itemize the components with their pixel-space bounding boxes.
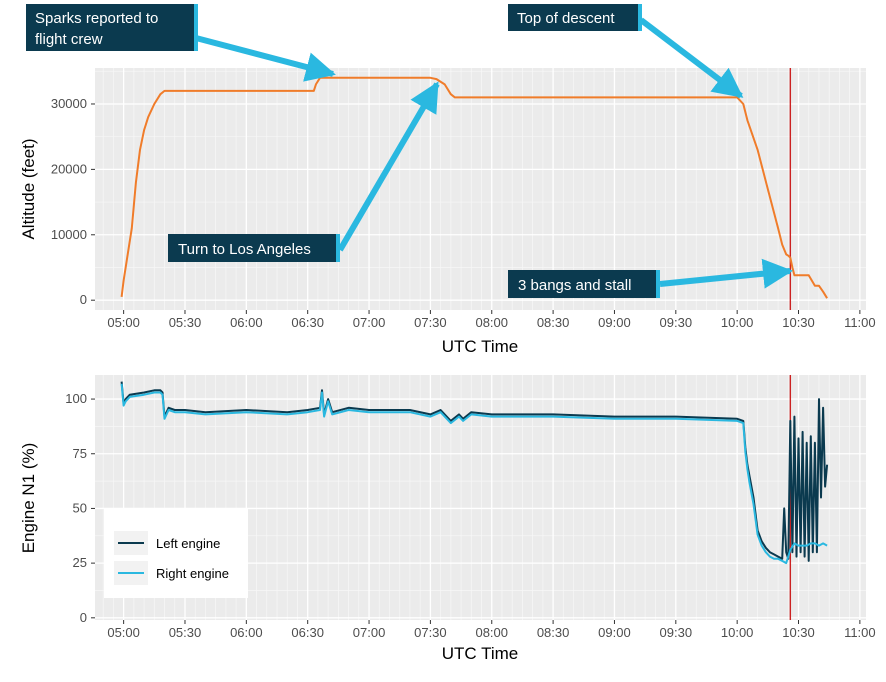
altitude-x-tick-label: 10:00 xyxy=(721,315,754,330)
altitude-x-tick-label: 11:00 xyxy=(844,315,876,330)
engine-y-tick-label: 100 xyxy=(65,391,87,406)
engine-x-tick-label: 09:00 xyxy=(598,625,631,640)
altitude-series xyxy=(120,76,828,299)
engine-x-tick-label: 08:00 xyxy=(475,625,508,640)
altitude-panel: 0 10000 20000 30000 05:00 05:30 06:00 06:30 07:… xyxy=(19,68,876,356)
engine-panel: 0 25 50 75 100 05:00 05:30 06:00 06:30 07:00 07:3… xyxy=(19,375,876,663)
altitude-y-tick-label: 10000 xyxy=(51,227,87,242)
altitude-x-tick-label: 10:30 xyxy=(782,315,815,330)
callout-turn-text: Turn to Los Angeles xyxy=(178,241,311,258)
engine-y-tick-label: 75 xyxy=(73,446,87,461)
callout-sparks-line-2: flight crew xyxy=(35,31,103,48)
altitude-x-tick-label: 05:00 xyxy=(107,315,140,330)
altitude-gridlines xyxy=(95,68,866,310)
callout-arrows xyxy=(195,17,793,289)
engine-y-axis-title: Engine N1 (%) xyxy=(19,443,38,554)
engine-x-tick-label: 10:00 xyxy=(721,625,754,640)
altitude-y-tick-label: 30000 xyxy=(51,96,87,111)
left-engine-line xyxy=(120,381,829,562)
altitude-x-tick-label: 07:30 xyxy=(414,315,447,330)
callout-top-of-descent-text: Top of descent xyxy=(517,10,615,27)
callout-bangs-text: 3 bangs and stall xyxy=(518,277,631,294)
engine-legend: Left engine Right engine xyxy=(104,508,248,598)
callout-sparks: Sparks reported to flight crew xyxy=(26,4,198,51)
altitude-y-tick-label: 0 xyxy=(80,292,87,307)
engine-x-tick-label: 05:00 xyxy=(107,625,140,640)
legend-label-right-engine: Right engine xyxy=(156,566,229,581)
engine-x-tick-label: 06:00 xyxy=(230,625,263,640)
engine-x-tick-label: 11:00 xyxy=(844,625,876,640)
right-engine-line xyxy=(120,383,828,565)
altitude-x-tick-label: 08:00 xyxy=(475,315,508,330)
altitude-x-tick-label: 06:30 xyxy=(291,315,324,330)
engine-y-tick-labels: 0 25 50 75 100 xyxy=(65,391,95,625)
sparks-arrow xyxy=(195,35,336,82)
engine-gridlines xyxy=(95,375,866,620)
bangs-arrow xyxy=(659,258,793,289)
altitude-y-axis-title: Altitude (feet) xyxy=(19,138,38,239)
engine-x-tick-label: 09:30 xyxy=(660,625,693,640)
altitude-x-tick-label: 06:00 xyxy=(230,315,263,330)
engine-x-tick-labels: 05:00 05:30 06:00 06:30 07:00 07:30 08:00 08:30… xyxy=(107,620,876,640)
top-of-descent-arrow xyxy=(639,17,744,99)
engine-y-tick-label: 25 xyxy=(73,555,87,570)
engine-x-tick-label: 06:30 xyxy=(291,625,324,640)
engine-x-tick-label: 05:30 xyxy=(169,625,202,640)
altitude-y-tick-label: 20000 xyxy=(51,161,87,176)
altitude-x-tick-label: 05:30 xyxy=(169,315,202,330)
engine-x-tick-label: 08:30 xyxy=(537,625,570,640)
engine-y-tick-label: 50 xyxy=(73,500,87,515)
callout-bangs: 3 bangs and stall xyxy=(508,270,660,298)
turn-arrow xyxy=(337,81,440,252)
engine-x-tick-label: 07:30 xyxy=(414,625,447,640)
callout-top-of-descent: Top of descent xyxy=(508,4,642,31)
engine-series xyxy=(120,381,829,565)
altitude-y-tick-labels: 0 10000 20000 30000 xyxy=(51,96,95,307)
engine-x-axis-title: UTC Time xyxy=(442,644,519,663)
callout-sparks-line-1: Sparks reported to xyxy=(35,10,158,27)
callout-turn: Turn to Los Angeles xyxy=(168,234,340,262)
altitude-line xyxy=(120,76,828,299)
engine-x-tick-label: 07:00 xyxy=(353,625,386,640)
legend-label-left-engine: Left engine xyxy=(156,536,220,551)
engine-x-tick-label: 10:30 xyxy=(782,625,815,640)
altitude-x-axis-title: UTC Time xyxy=(442,337,519,356)
altitude-x-tick-label: 07:00 xyxy=(353,315,386,330)
altitude-x-tick-label: 09:30 xyxy=(660,315,693,330)
engine-y-tick-label: 0 xyxy=(80,610,87,625)
altitude-x-tick-label: 08:30 xyxy=(537,315,570,330)
altitude-x-tick-label: 09:00 xyxy=(598,315,631,330)
altitude-x-tick-labels: 05:00 05:30 06:00 06:30 07:00 07:30 08:00 08:30… xyxy=(107,310,876,330)
